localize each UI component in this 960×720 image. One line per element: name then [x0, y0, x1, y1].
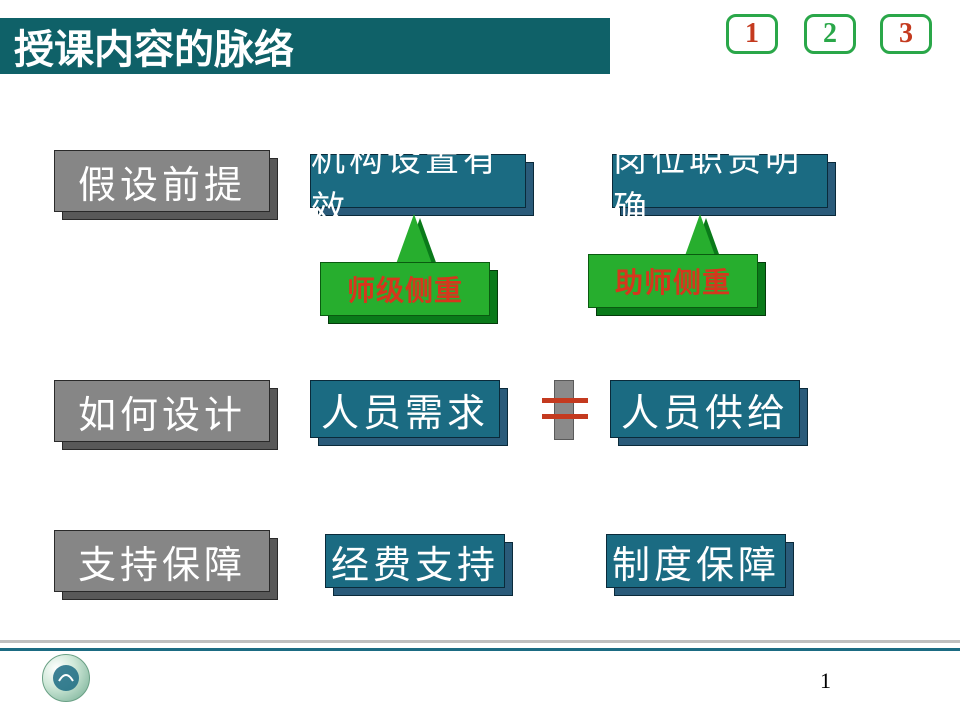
box-label: 经费支持 [331, 534, 499, 589]
nav-tab-label: 1 [745, 18, 759, 50]
row-2-item-1: 制度保障 [606, 534, 786, 588]
row-0-item-1: 岗位职责明确 [612, 154, 828, 208]
row-label-2: 支持保障 [54, 530, 270, 592]
equals-bar [542, 398, 588, 403]
slide-title-bar: 授课内容的脉络 [0, 18, 610, 74]
row-2-item-0: 经费支持 [325, 534, 505, 588]
box-label: 假设前提 [78, 154, 246, 209]
callout-arrow-icon [396, 214, 432, 264]
page-number: 1 [820, 668, 831, 694]
row-0-item-0: 机构设置有效 [310, 154, 526, 208]
box-label: 师级侧重 [347, 269, 463, 309]
footer-rule-top [0, 640, 960, 643]
box-label: 支持保障 [78, 534, 246, 589]
box-label: 人员需求 [321, 382, 489, 437]
nav-tab-label: 2 [823, 18, 837, 50]
row-label-0: 假设前提 [54, 150, 270, 212]
box-label: 岗位职责明确 [613, 132, 827, 230]
row-1-item-1: 人员供给 [610, 380, 800, 438]
nav-tab-1[interactable]: 1 [726, 14, 778, 54]
nav-tab-label: 3 [899, 18, 913, 50]
equals-bar [542, 414, 588, 419]
nav-tab-3[interactable]: 3 [880, 14, 932, 54]
footer-rule-bottom [0, 648, 960, 651]
box-front: 岗位职责明确 [612, 154, 828, 208]
callout-0: 师级侧重 [320, 262, 490, 316]
box-front: 人员供给 [610, 380, 800, 438]
box-front: 如何设计 [54, 380, 270, 442]
box-front: 机构设置有效 [310, 154, 526, 208]
box-label: 如何设计 [78, 384, 246, 439]
box-front: 经费支持 [325, 534, 505, 588]
nav-tab-2[interactable]: 2 [804, 14, 856, 54]
equals-icon [540, 376, 580, 444]
box-front: 制度保障 [606, 534, 786, 588]
callout-1: 助师侧重 [588, 254, 758, 308]
slide-title: 授课内容的脉络 [14, 17, 294, 75]
box-front: 支持保障 [54, 530, 270, 592]
row-1-item-0: 人员需求 [310, 380, 500, 438]
box-label: 人员供给 [621, 382, 789, 437]
logo-icon [42, 654, 90, 702]
box-front: 假设前提 [54, 150, 270, 212]
box-front: 人员需求 [310, 380, 500, 438]
equals-pillar [554, 380, 574, 440]
box-label: 助师侧重 [615, 261, 731, 301]
box-front: 助师侧重 [588, 254, 758, 308]
box-front: 师级侧重 [320, 262, 490, 316]
box-label: 制度保障 [612, 534, 780, 589]
row-label-1: 如何设计 [54, 380, 270, 442]
